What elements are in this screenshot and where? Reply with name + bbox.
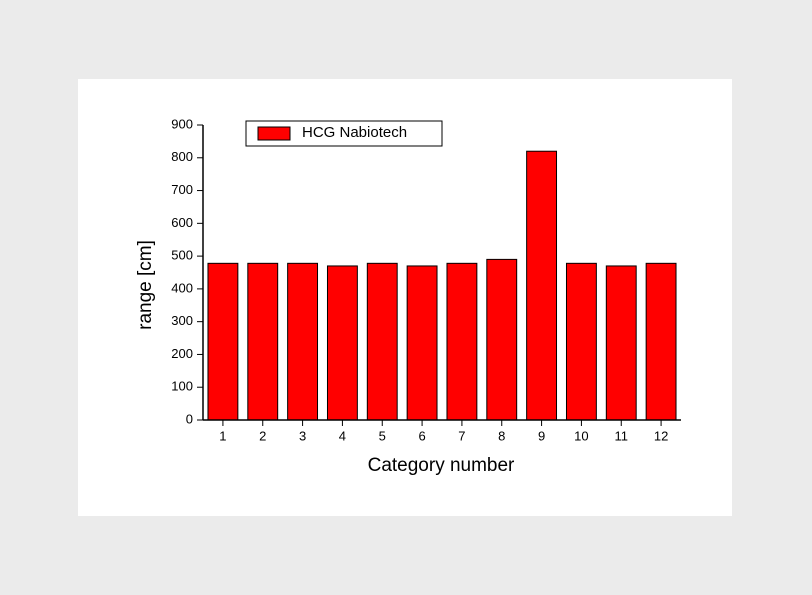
bar	[565, 262, 597, 421]
bar	[326, 265, 358, 421]
x-tick-label: 4	[339, 428, 346, 443]
y-tick-label: 700	[171, 182, 193, 197]
bar	[446, 262, 478, 421]
y-tick-label: 400	[171, 280, 193, 295]
bar	[645, 262, 677, 421]
y-tick-label: 900	[171, 116, 193, 131]
y-tick-label: 800	[171, 149, 193, 164]
x-axis-label: Category number	[368, 455, 515, 476]
bar	[207, 262, 239, 421]
y-tick-label: 600	[171, 215, 193, 230]
bar	[526, 150, 558, 421]
x-tick-label: 10	[574, 428, 588, 443]
x-tick-label: 5	[379, 428, 386, 443]
bar	[366, 262, 398, 421]
y-tick-label: 100	[171, 379, 193, 394]
y-tick-label: 300	[171, 313, 193, 328]
x-tick-label: 9	[538, 428, 545, 443]
legend-swatch	[257, 126, 291, 141]
bar	[287, 262, 319, 421]
bar	[247, 262, 279, 421]
y-tick-label: 0	[186, 411, 193, 426]
x-tick-label: 1	[219, 428, 226, 443]
y-axis-label: range [cm]	[135, 240, 156, 330]
x-tick-label: 2	[259, 428, 266, 443]
legend-label: HCG Nabiotech	[302, 124, 407, 141]
bar	[486, 258, 518, 421]
x-tick-label: 11	[615, 428, 629, 443]
x-tick-label: 7	[458, 428, 465, 443]
y-tick-label: 500	[171, 248, 193, 263]
y-tick-label: 200	[171, 346, 193, 361]
x-tick-label: 8	[498, 428, 505, 443]
bar	[406, 265, 438, 421]
x-tick-label: 12	[654, 428, 668, 443]
x-tick-label: 3	[299, 428, 306, 443]
x-tick-label: 6	[418, 428, 425, 443]
bar	[605, 265, 637, 421]
